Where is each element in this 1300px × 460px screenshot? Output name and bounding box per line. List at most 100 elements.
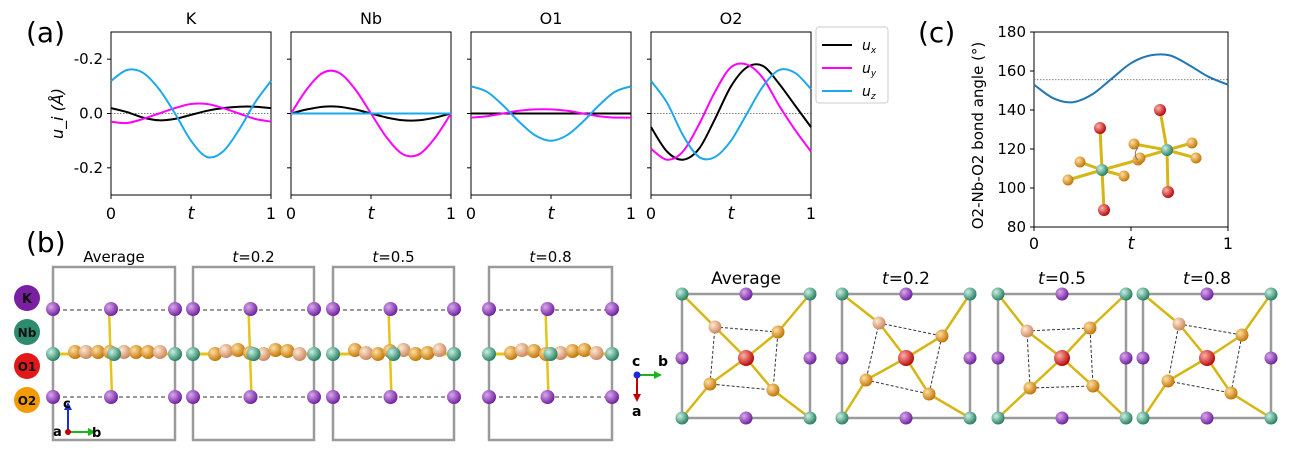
- cell-title: t=0.8: [1183, 269, 1231, 289]
- atom-O2: [348, 343, 362, 357]
- atom-O2: [208, 347, 222, 361]
- cell-title: t=0.2: [882, 269, 930, 289]
- atom-O2: [1023, 381, 1037, 395]
- x-axis-label: t: [547, 203, 555, 224]
- bond: [681, 293, 716, 328]
- atom-O2: [268, 343, 283, 357]
- atom-O2: [68, 345, 82, 359]
- atom-Nb: [307, 347, 321, 361]
- y-tick-label: 160: [997, 62, 1026, 80]
- subplot-K: K 0 t 1 -0.2 0.0 -0.2 u_i (Å): [48, 9, 276, 224]
- atom-Nb: [1264, 411, 1278, 425]
- atom-K: [1055, 287, 1069, 301]
- atom-O2: [1190, 152, 1202, 164]
- cell-title: t=0.2: [232, 248, 274, 266]
- atom-O2: [1134, 152, 1146, 164]
- y-tick-label: -0.2: [74, 50, 103, 68]
- side-cell: Average: [46, 248, 182, 442]
- series-u_z: [470, 85, 632, 142]
- top-cell: t=0.2: [835, 269, 977, 425]
- top-view-cells: Average t=0.2 t=0.5 t=0.8: [675, 269, 1278, 425]
- subplot-title: O1: [540, 9, 563, 28]
- side-cell: t=0.5: [326, 248, 461, 442]
- atom-K: [168, 302, 182, 316]
- atom-K: [963, 351, 977, 365]
- bond: [997, 387, 1031, 419]
- atom-Nb: [605, 347, 619, 361]
- atom-O2: [1172, 317, 1186, 331]
- y-tick-label: 180: [997, 23, 1026, 41]
- x-tick-label: 0: [646, 204, 656, 223]
- atom-O2: [292, 347, 307, 361]
- y-tick-label: 140: [997, 101, 1026, 119]
- atom-Nb: [1161, 144, 1173, 156]
- atom-O2: [703, 377, 717, 391]
- bond: [777, 293, 811, 333]
- atom-O2: [766, 383, 780, 397]
- atom-K: [1136, 351, 1150, 365]
- axis-b-label: b: [92, 426, 101, 441]
- series-u_z: [650, 68, 812, 161]
- atom-O2: [872, 316, 886, 330]
- atom-O2: [859, 373, 873, 387]
- y-tick-label: 80: [1007, 218, 1026, 236]
- cell-title: t=0.5: [1038, 269, 1086, 289]
- bond: [997, 293, 1028, 332]
- species-K-label: K: [22, 292, 33, 307]
- atom-K: [1200, 287, 1214, 301]
- bond: [1141, 380, 1170, 419]
- atom-K: [1055, 411, 1069, 425]
- atom-O2: [504, 346, 518, 360]
- x-axis-label: t: [367, 203, 375, 224]
- atom-K: [991, 351, 1005, 365]
- axis-a-label-top: a: [632, 404, 641, 420]
- bond: [772, 389, 811, 419]
- bond: [1092, 385, 1127, 419]
- atom-K: [739, 287, 753, 301]
- atom-K: [605, 302, 619, 316]
- atom-K: [899, 411, 913, 425]
- atom-K: [383, 302, 398, 316]
- atom-K: [383, 390, 398, 404]
- side-cell: t=0.2: [186, 248, 321, 442]
- axis-b-label-top: b: [658, 354, 668, 370]
- atom-O2: [577, 343, 592, 357]
- series-u_x: [650, 63, 812, 161]
- atom-K: [243, 390, 258, 404]
- atom-Nb: [46, 347, 60, 361]
- atom-O2: [565, 344, 580, 358]
- atom-K: [835, 351, 849, 365]
- species-O1-swatch: [14, 353, 40, 379]
- atom-O2: [771, 325, 785, 339]
- atom-K: [1264, 351, 1278, 365]
- x-tick-label: 0: [106, 204, 116, 223]
- atom-Nb: [168, 347, 182, 361]
- series-bond-angle: [1033, 53, 1229, 104]
- atom-O1: [898, 350, 914, 366]
- series-u_y: [470, 108, 632, 119]
- atom-O2: [922, 387, 936, 401]
- atom-O2: [408, 347, 423, 361]
- x-tick-label: 1: [446, 204, 456, 223]
- atom-K: [482, 302, 496, 316]
- atom-Nb: [447, 347, 461, 361]
- species-O2-label: O2: [18, 394, 37, 408]
- atom-O2: [1224, 386, 1238, 400]
- panel-label-b: (b): [26, 226, 66, 259]
- atom-Nb: [543, 347, 558, 361]
- atom-K: [605, 390, 619, 404]
- cell-title: Average: [711, 269, 781, 289]
- atom-O2: [1118, 170, 1130, 182]
- atom-O1: [1162, 186, 1174, 198]
- species-Nb-label: Nb: [18, 326, 37, 340]
- atom-O2: [91, 345, 105, 359]
- species-K-swatch: [14, 285, 40, 311]
- atom-K: [186, 390, 200, 404]
- atom-O2: [515, 343, 529, 357]
- top-cell: t=0.5: [991, 269, 1133, 425]
- atom-Nb: [186, 347, 200, 361]
- atom-Nb: [246, 347, 261, 361]
- atom-K: [104, 390, 118, 404]
- atom-K: [540, 390, 555, 404]
